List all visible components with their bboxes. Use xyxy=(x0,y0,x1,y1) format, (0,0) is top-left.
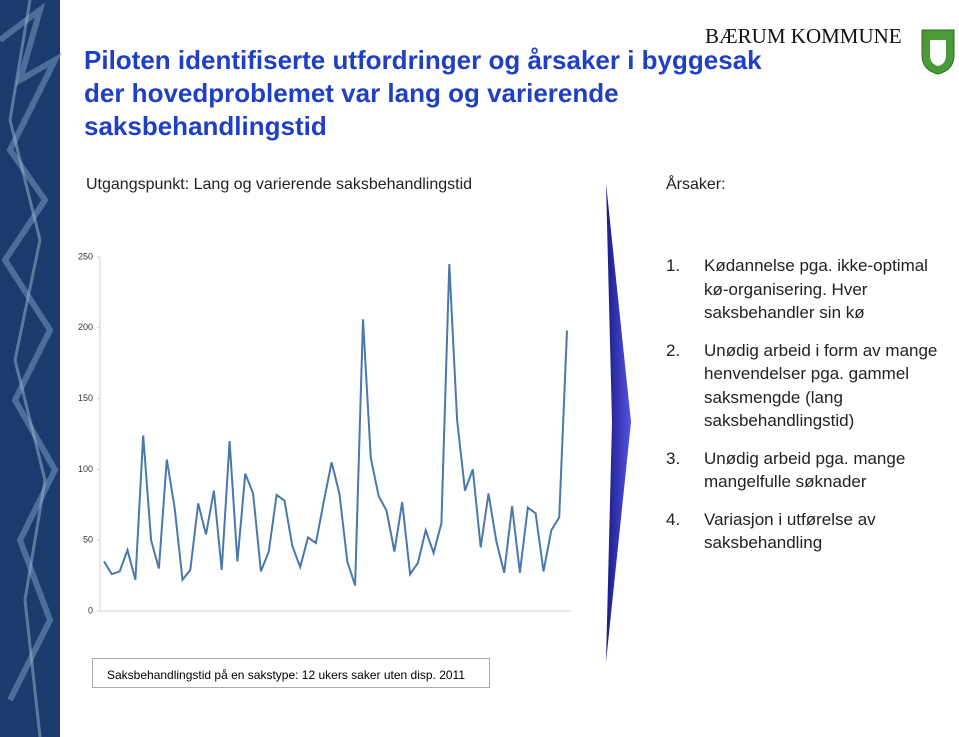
cause-item: 3. Unødig arbeid pga. mange mangelfulle s… xyxy=(666,447,946,494)
cause-item: 2. Unødig arbeid i form av mange henvende… xyxy=(666,339,946,433)
cause-number: 3. xyxy=(666,448,681,468)
logo-shield-inner xyxy=(930,40,946,66)
causes-list: 1. Kødannelse pga. ikke-optimal kø-organi… xyxy=(666,254,946,569)
cause-text: Kødannelse pga. ikke-optimal kø-organise… xyxy=(704,256,928,322)
left-heading: Utgangspunkt: Lang og varierende saksbeh… xyxy=(86,176,473,193)
y-tick-label: 250 xyxy=(78,251,93,261)
y-tick-label: 150 xyxy=(78,393,93,403)
chart: 0 50 100 150 200 250 xyxy=(78,251,571,615)
cause-number: 2. xyxy=(666,340,681,360)
causes-heading: Årsaker: xyxy=(666,176,726,193)
cause-text: Variasjon i utførelse av saksbehandling xyxy=(704,509,876,553)
y-tick-label: 100 xyxy=(78,464,93,474)
title: Piloten identifiserte utfordringer og år… xyxy=(84,45,762,141)
tree-branches xyxy=(8,0,47,737)
cause-text: Unødig arbeid pga. mange mangelfulle søk… xyxy=(704,448,906,492)
cause-number: 1. xyxy=(666,256,681,275)
cause-item: 4. Variasjon i utførelse av saksbehandlin… xyxy=(666,508,946,555)
y-tick-label: 50 xyxy=(83,535,93,545)
y-tick-label: 0 xyxy=(88,605,93,615)
cause-item: 1. Kødannelse pga. ikke-optimal kø-organi… xyxy=(666,254,946,325)
tree-branches xyxy=(0,2,63,702)
y-tick-label: 200 xyxy=(78,322,93,332)
logo-text: BÆRUM KOMMUNE xyxy=(705,24,902,48)
data-line xyxy=(103,264,568,586)
arrow xyxy=(606,183,631,662)
cause-number: 4. xyxy=(666,509,681,529)
cause-text: Unødig arbeid i form av mange henvendels… xyxy=(704,340,938,431)
chart-caption: Saksbehandlingstid på en sakstype: 12 uk… xyxy=(92,658,490,688)
